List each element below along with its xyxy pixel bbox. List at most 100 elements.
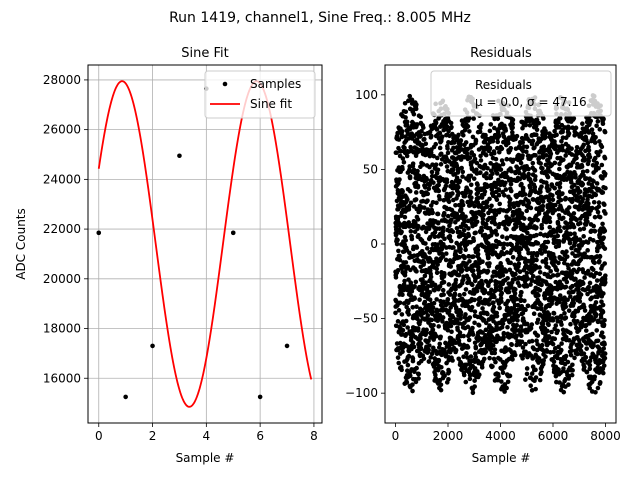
residual-point [600, 221, 605, 227]
residual-point [580, 169, 586, 175]
residual-point [451, 245, 456, 250]
residual-point [397, 300, 403, 306]
residual-point [454, 226, 460, 231]
residual-point [423, 229, 429, 235]
residual-point [465, 124, 471, 129]
residual-point [510, 254, 516, 260]
residual-point [534, 232, 539, 238]
residual-point [490, 364, 495, 369]
residual-point [437, 226, 442, 231]
residual-point [421, 205, 427, 210]
residual-point [593, 354, 599, 360]
residual-point [590, 267, 596, 272]
sine-fit-panel: Sine Fit 0 2 4 6 8 16000 18000 20000 22000 24000 2… [14, 46, 323, 465]
residual-point [481, 212, 486, 218]
residual-point [400, 327, 406, 333]
residual-point [440, 225, 446, 231]
residual-point [592, 260, 597, 266]
residuals-title: Residuals [470, 46, 532, 61]
residual-point [461, 291, 467, 297]
residual-point [543, 245, 549, 250]
residual-point [540, 199, 546, 204]
residual-point [476, 323, 482, 328]
residual-point [540, 207, 545, 213]
residual-point [417, 297, 422, 302]
residual-point [452, 291, 458, 297]
residual-point [587, 154, 593, 160]
residual-point [471, 238, 477, 244]
residual-point [434, 155, 440, 161]
residual-point [476, 372, 482, 378]
residual-point [435, 211, 441, 217]
residual-point [479, 365, 485, 370]
residual-point [396, 137, 402, 142]
residual-point [414, 122, 420, 127]
residual-point [519, 181, 524, 187]
residual-point [487, 355, 492, 361]
residual-point [467, 129, 472, 134]
residual-point [499, 158, 505, 163]
residual-point [601, 291, 606, 296]
residual-point [508, 260, 513, 266]
residual-point [401, 160, 407, 165]
residual-point [528, 282, 533, 287]
sample-point [257, 394, 263, 400]
residual-point [444, 124, 450, 130]
residual-point [574, 217, 579, 223]
residual-point [547, 224, 553, 230]
x-tick-label: 8 [310, 429, 318, 443]
residual-point [446, 199, 452, 205]
residual-point [482, 289, 488, 295]
residual-point [522, 298, 527, 304]
residual-point [485, 268, 491, 274]
residual-point [549, 233, 554, 238]
residual-point [538, 231, 543, 237]
residual-point [484, 171, 489, 176]
residual-point [484, 175, 489, 181]
residual-point [493, 212, 499, 218]
residual-point [470, 325, 475, 331]
residual-point [422, 273, 428, 279]
residual-point [436, 220, 441, 225]
residual-point [427, 297, 433, 303]
residual-point [440, 228, 446, 234]
residual-point [483, 221, 489, 227]
residual-point [483, 320, 489, 326]
residual-point [501, 245, 506, 251]
residual-point [523, 307, 528, 313]
residual-point [468, 189, 473, 195]
residual-point [587, 358, 593, 364]
residual-point [503, 269, 509, 274]
sample-point [96, 230, 102, 236]
residual-point [467, 376, 473, 382]
residual-point [516, 261, 522, 267]
residual-point [457, 178, 463, 184]
residual-point [458, 361, 464, 366]
residual-point [554, 132, 559, 138]
residual-point [463, 214, 468, 220]
residual-point [426, 347, 431, 353]
residual-point [601, 363, 607, 368]
residual-point [512, 291, 518, 296]
residual-point [449, 124, 454, 130]
residual-point [602, 261, 608, 266]
residual-point [590, 331, 595, 337]
residual-point [488, 346, 494, 352]
residual-point [453, 277, 459, 283]
residual-point [518, 324, 524, 329]
residual-point [458, 138, 464, 143]
residual-point [453, 203, 458, 208]
residual-point [601, 116, 606, 122]
residual-point [596, 349, 601, 355]
residual-point [439, 134, 445, 139]
residual-point [405, 197, 410, 203]
figure-suptitle: Run 1419, channel1, Sine Freq.: 8.005 MH… [169, 10, 471, 26]
residual-point [592, 374, 598, 380]
residual-point [539, 184, 544, 189]
residual-point [503, 171, 509, 176]
residual-point [481, 356, 487, 362]
residual-point [555, 328, 560, 334]
residual-point [518, 297, 524, 303]
residual-point [447, 233, 453, 239]
residual-point [533, 174, 538, 179]
